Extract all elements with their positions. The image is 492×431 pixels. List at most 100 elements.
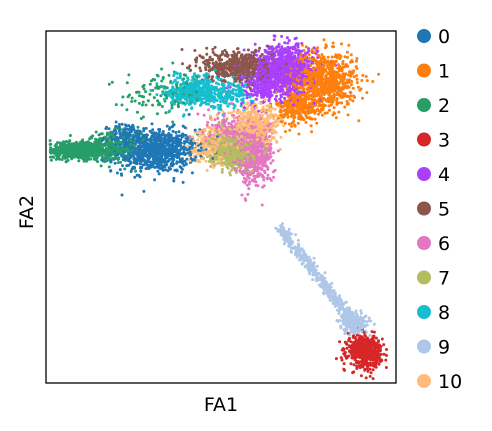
scatter-point-cluster-5: [207, 65, 211, 69]
scatter-point-cluster-9: [359, 309, 363, 313]
scatter-point-cluster-2: [121, 128, 124, 132]
scatter-point-cluster-0: [156, 169, 160, 173]
scatter-point-cluster-6: [272, 151, 275, 155]
scatter-point-cluster-6: [205, 123, 209, 127]
scatter-point-cluster-0: [138, 175, 142, 179]
scatter-point-cluster-6: [273, 168, 277, 172]
scatter-point-cluster-4: [297, 54, 300, 58]
scatter-point-cluster-3: [342, 362, 346, 366]
scatter-point-cluster-0: [109, 169, 113, 173]
scatter-point-cluster-1: [310, 130, 314, 134]
scatter-point-cluster-5: [194, 60, 198, 64]
scatter-point-cluster-1: [292, 119, 296, 123]
scatter-point-cluster-0: [120, 193, 124, 197]
scatter-point-cluster-3: [368, 374, 372, 378]
scatter-point-cluster-2: [167, 73, 171, 77]
scatter-point-cluster-5: [207, 58, 211, 62]
scatter-point-cluster-6: [240, 193, 244, 197]
scatter-point-cluster-8: [202, 81, 206, 85]
scatter-point-cluster-9: [307, 255, 311, 259]
scatter-point-cluster-8: [193, 102, 197, 105]
scatter-point-cluster-9: [372, 322, 376, 326]
scatter-point-cluster-5: [199, 69, 203, 73]
scatter-point-cluster-9: [296, 238, 300, 242]
scatter-point-cluster-2: [77, 159, 81, 163]
scatter-point-cluster-2: [144, 103, 148, 107]
scatter-point-cluster-4: [271, 50, 275, 54]
scatter-point-cluster-2: [171, 120, 175, 124]
scatter-point-cluster-0: [140, 149, 144, 152]
scatter-point-cluster-6: [238, 169, 242, 173]
scatter-point-cluster-4: [283, 41, 287, 45]
scatter-point-cluster-2: [92, 157, 96, 161]
scatter-point-cluster-2: [128, 93, 131, 97]
scatter-point-cluster-4: [245, 96, 249, 100]
scatter-point-cluster-2: [182, 101, 186, 105]
scatter-point-cluster-6: [202, 113, 206, 117]
scatter-point-cluster-1: [315, 121, 319, 125]
scatter-point-cluster-7: [220, 170, 224, 174]
scatter-point-cluster-1: [305, 87, 309, 91]
scatter-point-cluster-0: [133, 175, 137, 179]
scatter-point-cluster-3: [349, 362, 353, 366]
scatter-point-cluster-0: [187, 113, 191, 116]
scatter-point-cluster-0: [119, 172, 123, 176]
scatter-point-cluster-10: [190, 135, 194, 139]
scatter-point-cluster-2: [107, 82, 111, 86]
scatter-point-cluster-3: [359, 374, 363, 378]
scatter-point-cluster-0: [117, 123, 121, 126]
scatter-point-cluster-5: [205, 46, 209, 50]
scatter-point-cluster-1: [347, 70, 351, 74]
scatter-point-cluster-1: [331, 41, 335, 45]
scatter-point-cluster-1: [357, 119, 361, 123]
scatter-point-cluster-5: [246, 48, 250, 52]
scatter-point-cluster-6: [247, 176, 251, 180]
scatter-point-cluster-10: [275, 139, 278, 143]
scatter-point-cluster-4: [255, 53, 259, 57]
scatter-point-cluster-2: [135, 110, 139, 114]
scatter-point-cluster-0: [178, 134, 182, 138]
scatter-point-cluster-5: [194, 64, 198, 68]
scatter-point-cluster-1: [347, 43, 351, 47]
scatter-point-cluster-1: [341, 62, 345, 66]
scatter-point-cluster-10: [196, 138, 200, 142]
scatter-point-cluster-2: [119, 160, 123, 164]
scatter-point-cluster-5: [208, 55, 212, 59]
scatter-point-cluster-6: [271, 159, 275, 163]
scatter-point-cluster-6: [226, 130, 230, 134]
scatter-point-cluster-9: [315, 264, 319, 268]
scatter-point-cluster-0: [157, 172, 161, 176]
scatter-point-cluster-2: [110, 80, 114, 84]
scatter-point-cluster-5: [198, 66, 202, 70]
scatter-point-cluster-8: [155, 82, 159, 86]
scatter-point-cluster-4: [307, 47, 311, 51]
scatter-point-cluster-4: [276, 87, 279, 91]
scatter-point-cluster-2: [146, 99, 150, 103]
scatter-point-cluster-1: [330, 103, 333, 107]
scatter-point-cluster-2: [144, 90, 148, 94]
scatter-point-cluster-2: [68, 139, 72, 143]
scatter-point-cluster-3: [348, 344, 351, 348]
scatter-point-cluster-5: [224, 73, 228, 77]
scatter-point-cluster-1: [355, 57, 359, 61]
scatter-point-cluster-4: [294, 51, 297, 55]
scatter-point-cluster-1: [343, 93, 347, 97]
scatter-point-cluster-0: [171, 129, 175, 133]
scatter-point-cluster-9: [281, 222, 284, 226]
scatter-point-cluster-8: [224, 101, 228, 105]
scatter-point-cluster-0: [114, 120, 118, 124]
scatter-point-cluster-1: [275, 90, 279, 94]
scatter-point-cluster-1: [332, 106, 336, 110]
scatter-point-cluster-1: [307, 53, 311, 57]
scatter-point-cluster-7: [225, 117, 229, 121]
scatter-point-cluster-2: [116, 161, 120, 165]
scatter-point-cluster-6: [269, 161, 273, 165]
scatter-point-cluster-1: [345, 100, 349, 103]
scatter-point-cluster-6: [264, 111, 268, 115]
scatter-point-cluster-0: [139, 166, 142, 170]
scatter-point-cluster-8: [232, 106, 236, 110]
scatter-point-cluster-3: [357, 361, 360, 365]
scatter-point-cluster-3: [371, 377, 375, 381]
scatter-point-cluster-9: [332, 289, 336, 293]
